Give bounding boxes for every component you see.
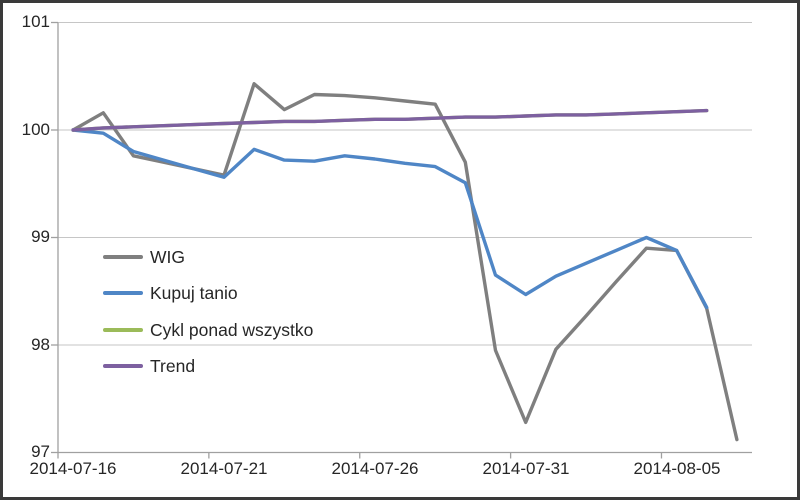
legend-label: Cykl ponad wszystko — [150, 319, 314, 340]
x-axis-label: 2014-07-26 — [331, 459, 419, 478]
legend-item-trend: Trend — [103, 354, 195, 378]
y-axis-label: 98 — [31, 335, 50, 354]
y-axis-label: 100 — [21, 120, 50, 139]
y-axis-label: 97 — [31, 442, 50, 461]
legend-label: Trend — [150, 355, 196, 376]
legend-line-sample-wig — [103, 255, 143, 259]
legend-item-cykl-ponad-wszystko: Cykl ponad wszystko — [103, 318, 313, 342]
y-axis-label: 99 — [31, 227, 50, 246]
x-axis-label: 2014-07-31 — [482, 459, 570, 478]
legend-label: Kupuj tanio — [150, 282, 238, 303]
legend-line-sample-kupuj-tanio — [103, 291, 143, 295]
legend-item-wig: WIG — [103, 245, 185, 269]
legend-line-sample-cykl-ponad-wszystko — [103, 328, 143, 332]
y-axis-label: 101 — [21, 12, 50, 31]
legend-item-kupuj-tanio: Kupuj tanio — [103, 281, 238, 305]
line-chart — [51, 21, 752, 459]
legend-line-sample-trend — [103, 364, 143, 368]
legend-label: WIG — [150, 246, 185, 267]
x-axis-label: 2014-07-21 — [180, 459, 268, 478]
x-axis-label: 2014-08-05 — [633, 459, 721, 478]
series-line-trend — [71, 108, 709, 132]
x-axis-label: 2014-07-16 — [29, 459, 117, 478]
series-line-kupuj-tanio — [71, 128, 709, 310]
